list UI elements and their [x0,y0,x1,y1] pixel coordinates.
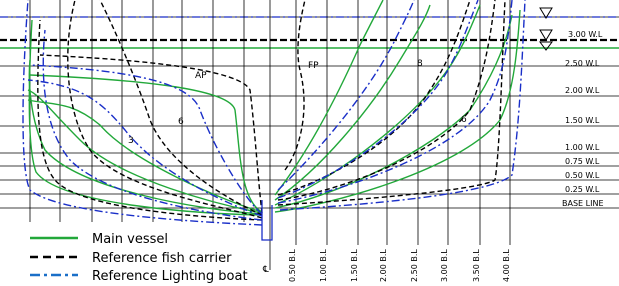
station-label: 6 [461,115,467,125]
station-label: 3 [128,136,134,146]
grid [0,0,619,270]
wl-label: 2.00 W.L [565,86,600,95]
body-plan: 3.00 W.L 2.50 W.L 2.00 W.L 1.50 W.L 1.00… [0,0,619,286]
wl-label: 1.50 W.L [565,116,600,125]
bl-label: 1.00 B.L [319,249,328,282]
waterline-labels: 3.00 W.L 2.50 W.L 2.00 W.L 1.50 W.L 1.00… [562,30,604,208]
bl-label: 3.50 B.L [472,249,481,282]
bl-label: 1.50 B.L [350,249,359,282]
legend-label: Reference Lighting boat [92,269,248,284]
bl-label: 2.50 B.L [410,249,419,282]
centerline-symbol: ℄ [262,265,269,275]
wl-label: 1.00 W.L [565,143,600,152]
bl-label: 4.00 B.L [502,249,511,282]
bl-label: 2.00 B.L [379,249,388,282]
wl-label: 0.25 W.L [565,185,600,194]
buttock-labels: 0.50 B.L 1.00 B.L 1.50 B.L 2.00 B.L 2.50… [262,249,511,282]
wl-label: 0.75 W.L [565,157,600,166]
station-label: AP [195,71,207,81]
station-label: 8 [417,59,423,69]
bl-label: 3.00 B.L [440,249,449,282]
bl-label: 0.50 B.L [288,249,297,282]
wl-label: 0.50 W.L [565,171,600,180]
station-labels: AP 3 6 FP 8 6 [128,59,467,146]
legend: Main vessel Reference fish carrier Refer… [30,232,248,284]
legend-label: Reference fish carrier [92,251,232,266]
wl-label: 2.50 W.L [565,59,600,68]
station-label: FP [308,61,319,71]
wl-label: BASE LINE [562,199,604,208]
station-label: 6 [178,117,184,127]
legend-label: Main vessel [92,232,168,247]
wl-label: 3.00 W.L [568,30,603,39]
